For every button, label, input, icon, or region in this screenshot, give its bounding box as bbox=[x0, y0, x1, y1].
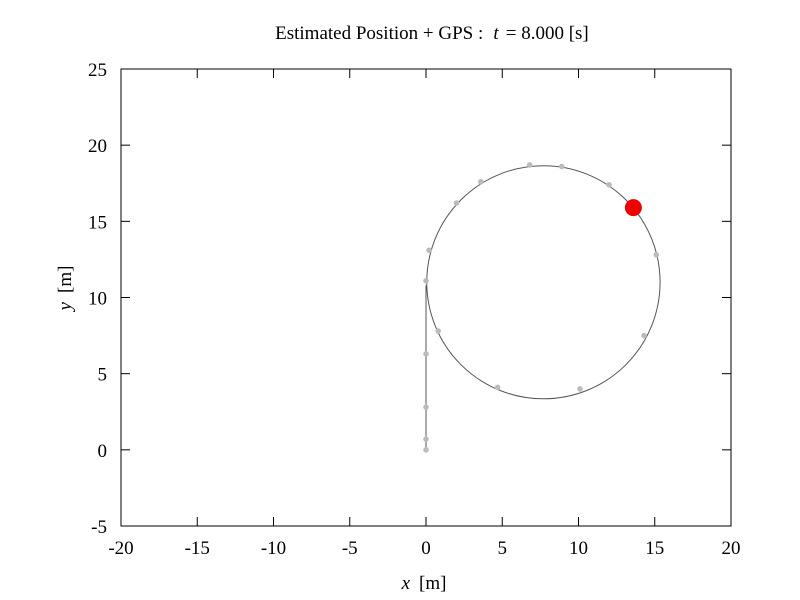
gps-point bbox=[435, 328, 442, 334]
x-axis-label: x [m] bbox=[401, 573, 447, 594]
chart-title-variable: t bbox=[493, 23, 499, 44]
x-tick-label: -15 bbox=[185, 538, 210, 559]
gps-point bbox=[423, 277, 429, 284]
x-axis-ticks: -20 -15 -10 -5 0 5 10 15 20 bbox=[108, 69, 741, 559]
gps-point bbox=[653, 252, 660, 258]
y-tick-label: 25 bbox=[88, 60, 107, 81]
gps-point bbox=[423, 351, 429, 357]
y-tick-label: 10 bbox=[88, 289, 107, 310]
x-axis-label-unit: [m] bbox=[419, 573, 446, 594]
gps-point bbox=[423, 447, 429, 453]
y-tick-label: 0 bbox=[98, 441, 108, 462]
x-tick-label: -20 bbox=[108, 538, 133, 559]
x-axis-label-variable: x bbox=[401, 573, 411, 594]
gps-point bbox=[558, 163, 565, 170]
y-axis-label-unit: [m] bbox=[55, 266, 76, 293]
y-axis-label: y [m] bbox=[55, 266, 76, 313]
gps-point bbox=[526, 162, 533, 168]
x-tick-label: 10 bbox=[569, 538, 588, 559]
gps-point bbox=[453, 200, 460, 206]
gps-point bbox=[423, 436, 429, 442]
x-tick-label: 5 bbox=[498, 538, 508, 559]
plot-marks bbox=[423, 162, 661, 453]
y-axis-ticks: -5 0 5 10 15 20 25 bbox=[88, 60, 731, 538]
gps-point bbox=[423, 404, 429, 410]
x-tick-label: -10 bbox=[261, 538, 286, 559]
current-position-marker bbox=[624, 199, 642, 217]
x-tick-label: 20 bbox=[722, 538, 741, 559]
y-tick-label: 15 bbox=[88, 212, 107, 233]
gps-point bbox=[606, 181, 612, 188]
x-tick-label: 15 bbox=[645, 538, 664, 559]
x-tick-label: -5 bbox=[342, 538, 358, 559]
chart-title: Estimated Position + GPS : t = 8.000 [s] bbox=[275, 23, 589, 44]
x-tick-label: 0 bbox=[421, 538, 431, 559]
y-axis-label-variable: y bbox=[55, 301, 76, 312]
chart-title-suffix: = 8.000 [s] bbox=[501, 23, 589, 44]
gps-point bbox=[494, 384, 501, 391]
gps-point bbox=[577, 386, 583, 392]
y-tick-label: 5 bbox=[98, 365, 108, 386]
y-tick-label: 20 bbox=[88, 136, 107, 157]
gps-point bbox=[641, 332, 647, 339]
y-tick-label: -5 bbox=[91, 517, 107, 538]
gps-point bbox=[478, 178, 484, 185]
gps-point bbox=[426, 247, 432, 254]
trajectory-circle bbox=[426, 165, 661, 400]
chart-title-prefix: Estimated Position + GPS : bbox=[275, 23, 488, 44]
